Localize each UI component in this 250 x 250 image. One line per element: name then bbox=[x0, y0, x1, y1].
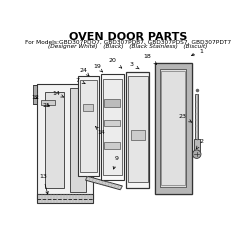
Bar bbox=[41, 100, 54, 105]
Text: 14: 14 bbox=[52, 91, 64, 97]
Bar bbox=[45, 92, 64, 188]
Text: 18: 18 bbox=[144, 54, 157, 64]
Text: 12: 12 bbox=[31, 95, 39, 100]
Bar bbox=[160, 70, 186, 187]
Text: OVEN DOOR PARTS: OVEN DOOR PARTS bbox=[69, 32, 187, 42]
Bar bbox=[156, 64, 191, 193]
Bar bbox=[101, 74, 124, 180]
Text: 2: 2 bbox=[196, 139, 204, 149]
Bar bbox=[37, 194, 93, 203]
Text: 21: 21 bbox=[43, 102, 51, 108]
Bar bbox=[128, 76, 148, 182]
Bar bbox=[78, 76, 99, 176]
Text: 13: 13 bbox=[39, 174, 48, 194]
Text: 9: 9 bbox=[113, 156, 118, 169]
Text: 1: 1 bbox=[192, 49, 204, 56]
Text: (Designer White)   (Black)   (Black Stainless)   (Biscuit): (Designer White) (Black) (Black Stainles… bbox=[48, 44, 208, 50]
Bar bbox=[104, 99, 120, 107]
Bar bbox=[195, 94, 198, 140]
Bar bbox=[160, 68, 187, 189]
Bar bbox=[157, 65, 190, 192]
Text: 19: 19 bbox=[93, 64, 102, 72]
Bar bbox=[159, 66, 188, 190]
Text: 24: 24 bbox=[80, 68, 89, 76]
Text: 23: 23 bbox=[178, 114, 192, 122]
Bar bbox=[103, 79, 122, 175]
Bar bbox=[83, 104, 93, 111]
Bar bbox=[104, 142, 120, 149]
Bar bbox=[33, 85, 37, 104]
Bar bbox=[37, 84, 93, 200]
Bar bbox=[131, 130, 144, 140]
Text: 14: 14 bbox=[96, 127, 105, 134]
Circle shape bbox=[192, 150, 201, 158]
Bar bbox=[155, 63, 192, 194]
Bar bbox=[70, 88, 86, 192]
Bar bbox=[104, 120, 120, 126]
Text: 7: 7 bbox=[76, 78, 85, 84]
Bar bbox=[194, 139, 200, 151]
Bar bbox=[161, 68, 186, 188]
Polygon shape bbox=[86, 176, 122, 190]
Text: 20: 20 bbox=[109, 58, 122, 68]
Text: 3: 3 bbox=[130, 62, 139, 69]
Text: For Models:GBD307PDQ7, GBD307PDB7, GBD307PDS7, GBD307PDT7: For Models:GBD307PDQ7, GBD307PDB7, GBD30… bbox=[25, 39, 231, 44]
Bar bbox=[158, 66, 189, 191]
Bar bbox=[162, 72, 185, 185]
Bar bbox=[37, 84, 93, 200]
Bar bbox=[126, 72, 150, 188]
Bar bbox=[80, 80, 97, 172]
